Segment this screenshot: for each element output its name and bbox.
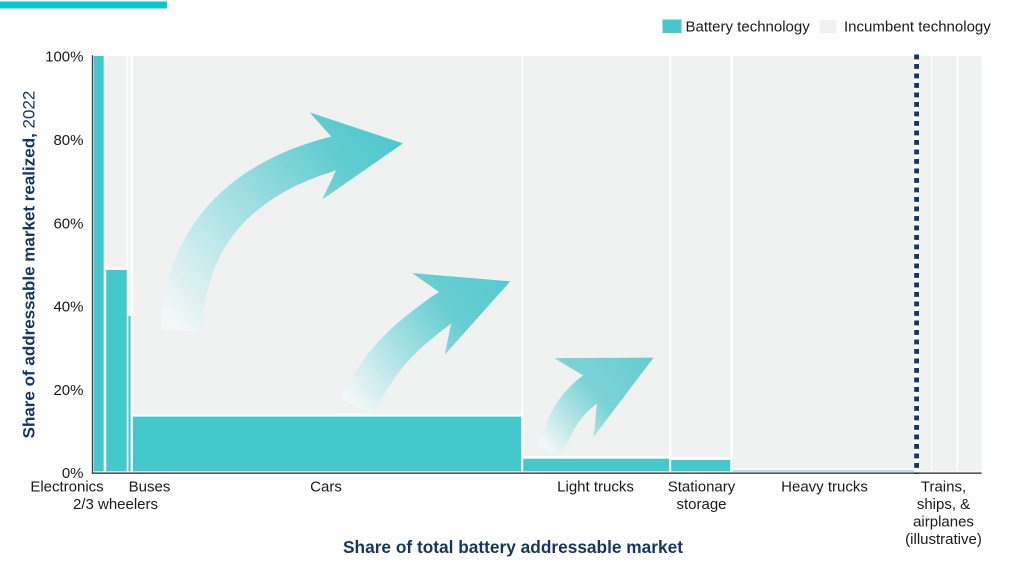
svg-text:60%: 60% [53,215,83,232]
svg-text:storage: storage [676,496,726,513]
svg-text:Buses: Buses [129,479,171,496]
svg-text:Battery technology: Battery technology [686,19,811,36]
svg-text:2/3 wheelers: 2/3 wheelers [73,496,158,513]
svg-text:0%: 0% [62,465,84,482]
svg-text:80%: 80% [53,132,83,149]
svg-text:Incumbent technology: Incumbent technology [844,19,991,36]
svg-text:Cars: Cars [310,479,342,496]
svg-text:(illustrative): (illustrative) [905,531,982,548]
svg-text:Heavy trucks: Heavy trucks [781,479,868,496]
svg-text:airplanes: airplanes [913,514,974,531]
svg-text:Electronics: Electronics [30,479,103,496]
svg-text:Share of total battery address: Share of total battery addressable marke… [343,537,683,557]
svg-text:Trains,: Trains, [921,479,966,496]
svg-text:Share of addressable market re: Share of addressable market realized, 20… [20,91,39,439]
svg-text:Light trucks: Light trucks [557,479,634,496]
svg-text:100%: 100% [45,49,83,66]
svg-text:ships, &: ships, & [917,496,970,513]
svg-text:Stationary: Stationary [668,479,736,496]
svg-text:40%: 40% [53,299,83,316]
svg-text:20%: 20% [53,382,83,399]
